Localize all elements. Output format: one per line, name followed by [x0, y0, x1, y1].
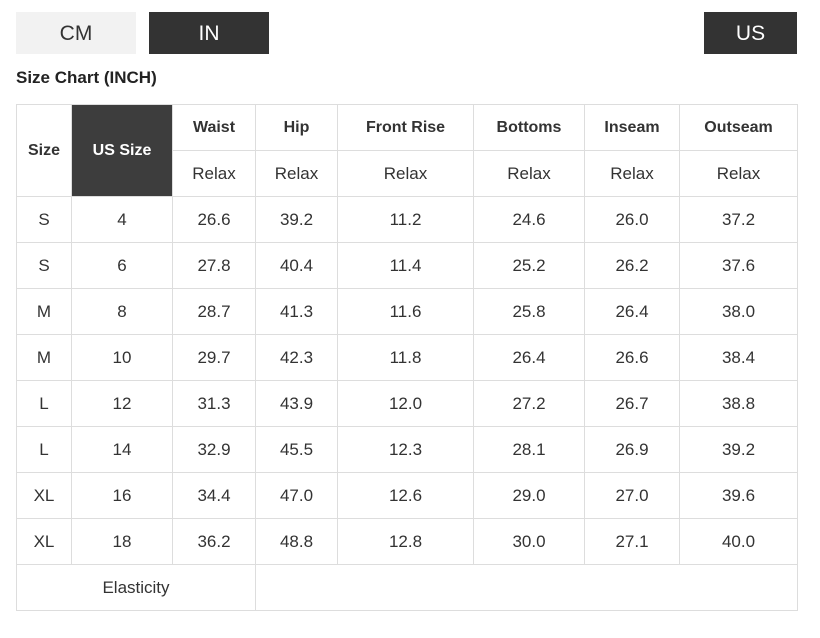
cell: M	[16, 334, 72, 381]
cell: 45.5	[255, 426, 338, 473]
data-row: XL 16 34.4 47.0 12.6 29.0 27.0 39.6	[16, 472, 798, 519]
data-row: L 14 32.9 45.5 12.3 28.1 26.9 39.2	[16, 426, 798, 473]
header-cell: US Size	[71, 104, 173, 197]
cell: 39.6	[679, 472, 798, 519]
cell: 6	[71, 242, 173, 289]
cell: 40.4	[255, 242, 338, 289]
subheader-cell: Relax	[255, 150, 338, 197]
cell: 24.6	[473, 196, 585, 243]
cell: 26.4	[584, 288, 680, 335]
cell: S	[16, 196, 72, 243]
header-cell: Waist	[172, 104, 256, 151]
cell: 27.8	[172, 242, 256, 289]
cell: 26.6	[172, 196, 256, 243]
subheader-cell: Relax	[172, 150, 256, 197]
cell: 47.0	[255, 472, 338, 519]
cell: 27.0	[584, 472, 680, 519]
data-row: M 10 29.7 42.3 11.8 26.4 26.6 38.4	[16, 334, 798, 381]
footer-row: Elasticity	[16, 564, 798, 611]
cell: XL	[16, 472, 72, 519]
footer-cell: Elasticity	[16, 564, 256, 611]
cell: 27.2	[473, 380, 585, 427]
data-row: L 12 31.3 43.9 12.0 27.2 26.7 38.8	[16, 380, 798, 427]
cell: 27.1	[584, 518, 680, 565]
header-cell: Bottoms	[473, 104, 585, 151]
in-tab[interactable]: IN	[149, 12, 269, 54]
cell: 16	[71, 472, 173, 519]
cell: 26.4	[473, 334, 585, 381]
cell: 26.9	[584, 426, 680, 473]
cm-tab[interactable]: CM	[16, 12, 136, 54]
cell: 8	[71, 288, 173, 335]
cell: 38.4	[679, 334, 798, 381]
header-row: Size US Size Waist Hip Front Rise Bottoms Inse…	[16, 104, 798, 197]
cell: 26.2	[584, 242, 680, 289]
cell: 28.1	[473, 426, 585, 473]
header-cell: Hip	[255, 104, 338, 151]
cell: 40.0	[679, 518, 798, 565]
cell: 26.6	[584, 334, 680, 381]
title: Size Chart (INCH)	[16, 68, 157, 87]
cell: L	[16, 380, 72, 427]
cell: 12	[71, 380, 173, 427]
header-cell: Inseam	[584, 104, 680, 151]
cell: 12.6	[337, 472, 474, 519]
cell: 12.3	[337, 426, 474, 473]
data-row: M 8 28.7 41.3 11.6 25.8 26.4 38.0	[16, 288, 798, 335]
cell: 29.7	[172, 334, 256, 381]
header-cell: Size	[16, 104, 72, 197]
header-cell: Front Rise	[337, 104, 474, 151]
subheader-row: Relax Relax Relax Relax Relax Relax	[17, 150, 798, 197]
cell: 30.0	[473, 518, 585, 565]
cell: 41.3	[255, 288, 338, 335]
cell: 42.3	[255, 334, 338, 381]
cell: 29.0	[473, 472, 585, 519]
cell: 12.8	[337, 518, 474, 565]
subheader-cell: Relax	[584, 150, 680, 197]
cell: 12.0	[337, 380, 474, 427]
cell: M	[16, 288, 72, 335]
data-row: S 6 27.8 40.4 11.4 25.2 26.2 37.6	[16, 242, 798, 289]
data-row: XL 18 36.2 48.8 12.8 30.0 27.1 40.0	[16, 518, 798, 565]
cell: 11.6	[337, 288, 474, 335]
header-cell: Outseam	[679, 104, 798, 151]
cell: 38.8	[679, 380, 798, 427]
cell: 11.4	[337, 242, 474, 289]
cell: S	[16, 242, 72, 289]
subheader-cell: Relax	[473, 150, 585, 197]
cell: 34.4	[172, 472, 256, 519]
cell: 37.2	[679, 196, 798, 243]
cell: 26.0	[584, 196, 680, 243]
cell: 31.3	[172, 380, 256, 427]
footer-empty	[255, 564, 798, 611]
size-table: Size US Size Waist Hip Front Rise Bottoms Inse…	[16, 104, 798, 611]
cell: 11.8	[337, 334, 474, 381]
cell: 25.8	[473, 288, 585, 335]
cell: 43.9	[255, 380, 338, 427]
data-row: S 4 26.6 39.2 11.2 24.6 26.0 37.2	[16, 196, 798, 243]
cell: 26.7	[584, 380, 680, 427]
cell: 39.2	[255, 196, 338, 243]
us-tab[interactable]: US	[704, 12, 797, 54]
cell: L	[16, 426, 72, 473]
cell: 32.9	[172, 426, 256, 473]
cell: 10	[71, 334, 173, 381]
cell: 39.2	[679, 426, 798, 473]
cell: 38.0	[679, 288, 798, 335]
cell: 11.2	[337, 196, 474, 243]
cell: 4	[71, 196, 173, 243]
cell: 18	[71, 518, 173, 565]
cell: 48.8	[255, 518, 338, 565]
subheader-cell: Relax	[679, 150, 798, 197]
cell: 25.2	[473, 242, 585, 289]
cell: XL	[16, 518, 72, 565]
subheader-cell: Relax	[337, 150, 474, 197]
cell: 14	[71, 426, 173, 473]
cell: 28.7	[172, 288, 256, 335]
cell: 37.6	[679, 242, 798, 289]
cell: 36.2	[172, 518, 256, 565]
